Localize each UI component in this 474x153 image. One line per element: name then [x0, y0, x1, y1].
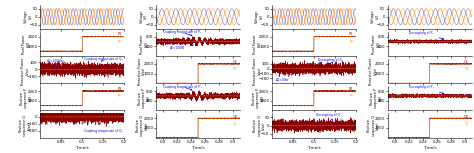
Y-axis label: Real Power
(W): Real Power (W)	[140, 34, 149, 54]
Text: Decoupling of P'₁: Decoupling of P'₁	[409, 85, 444, 94]
Text: Decoupling of P₁: Decoupling of P₁	[409, 31, 444, 39]
X-axis label: Time/s: Time/s	[191, 146, 205, 150]
Y-axis label: Reactive Power
(Var): Reactive Power (Var)	[137, 58, 146, 85]
Text: P*: P*	[118, 40, 122, 44]
Text: ΔP=100W: ΔP=100W	[170, 45, 193, 50]
Text: Q*: Q*	[465, 121, 469, 125]
Y-axis label: Positive
sequence P
(W): Positive sequence P (W)	[138, 88, 151, 108]
Y-axis label: Reactive Power
(Var): Reactive Power (Var)	[369, 58, 378, 85]
Text: ΔQ=200Var: ΔQ=200Var	[46, 58, 64, 65]
Text: Q2: Q2	[464, 114, 469, 118]
Y-axis label: Voltage
(V): Voltage (V)	[24, 10, 32, 23]
Y-axis label: Positive
sequence P
(W): Positive sequence P (W)	[19, 88, 33, 108]
Text: Coupling magnitude of P₁: Coupling magnitude of P₁	[163, 30, 201, 36]
X-axis label: Time/s: Time/s	[75, 146, 89, 150]
Text: Decoupling of Q₁: Decoupling of Q₁	[318, 58, 343, 63]
Y-axis label: Reactive Power
(Var): Reactive Power (Var)	[21, 58, 30, 85]
Y-axis label: Reactive Power
(Var): Reactive Power (Var)	[253, 58, 261, 85]
Text: Q*: Q*	[233, 67, 237, 71]
Text: Q1: Q1	[233, 60, 237, 64]
Text: P*: P*	[118, 94, 122, 98]
Text: P1: P1	[118, 32, 122, 36]
Y-axis label: Voltage
(V): Voltage (V)	[371, 10, 380, 23]
X-axis label: Time/s: Time/s	[423, 146, 437, 150]
Y-axis label: Positive
sequence P
(W): Positive sequence P (W)	[369, 88, 383, 108]
Y-axis label: Real Power
(W): Real Power (W)	[254, 34, 262, 54]
Text: Coupling magnitude of Q₁: Coupling magnitude of Q₁	[84, 57, 123, 61]
Y-axis label: Voltage
(V): Voltage (V)	[139, 10, 148, 23]
Text: P*: P*	[349, 40, 353, 44]
Text: Q*: Q*	[233, 121, 237, 125]
Text: Q2: Q2	[233, 114, 237, 118]
Text: P2: P2	[349, 87, 353, 91]
Y-axis label: Real Power
(W): Real Power (W)	[372, 34, 380, 54]
Text: P*: P*	[349, 94, 353, 98]
Y-axis label: Real Power
(W): Real Power (W)	[22, 34, 30, 54]
Text: Coupling magnitude of P'₁: Coupling magnitude of P'₁	[163, 85, 202, 90]
Y-axis label: Positive
sequence Q
(Var): Positive sequence Q (Var)	[19, 115, 32, 136]
Text: Q1: Q1	[464, 60, 469, 64]
Text: P1: P1	[349, 32, 353, 36]
Y-axis label: Positive
sequence P
(W): Positive sequence P (W)	[251, 88, 264, 108]
Text: Q*: Q*	[465, 67, 469, 71]
Y-axis label: Voltage
(V): Voltage (V)	[255, 10, 264, 23]
Y-axis label: Positive
sequence Q
(Var): Positive sequence Q (Var)	[253, 115, 266, 136]
Text: ΔQ=0Var: ΔQ=0Var	[276, 74, 292, 81]
Y-axis label: Positive
sequence Q
(Var): Positive sequence Q (Var)	[367, 115, 380, 136]
Text: Coupling magnitude of Q'₁: Coupling magnitude of Q'₁	[84, 123, 124, 133]
X-axis label: Time/s: Time/s	[307, 146, 321, 150]
Text: Decoupling of Q'₁: Decoupling of Q'₁	[316, 113, 342, 120]
Y-axis label: Positive
sequence Q
(Var): Positive sequence Q (Var)	[136, 115, 148, 136]
Text: P2: P2	[118, 87, 122, 91]
